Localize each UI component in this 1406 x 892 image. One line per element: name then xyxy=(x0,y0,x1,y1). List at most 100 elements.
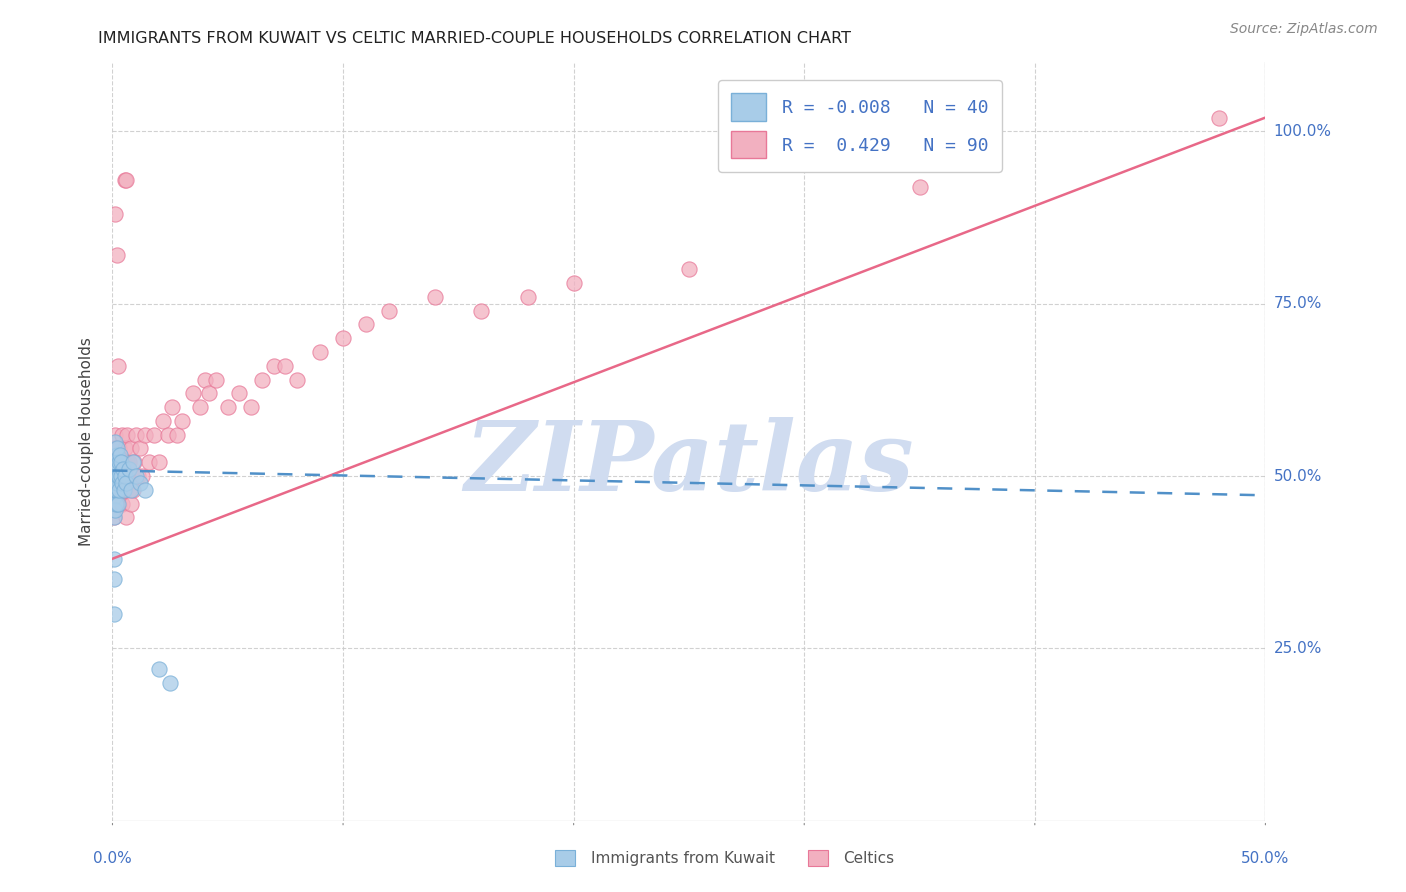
Point xyxy=(166,427,188,442)
Point xyxy=(108,448,131,462)
Point xyxy=(104,469,127,483)
Text: 50.0%: 50.0% xyxy=(1241,851,1289,866)
Point xyxy=(105,248,128,262)
Point xyxy=(111,475,134,490)
Point xyxy=(252,372,274,386)
Point xyxy=(112,483,135,497)
Point xyxy=(118,469,141,483)
Point xyxy=(111,462,134,476)
Point xyxy=(105,462,128,476)
Point xyxy=(103,510,125,524)
Point xyxy=(110,455,132,469)
Point xyxy=(117,455,139,469)
Point xyxy=(110,455,132,469)
Point xyxy=(108,455,131,469)
Point xyxy=(103,573,125,587)
Point xyxy=(104,455,127,469)
Point xyxy=(108,483,131,497)
Point xyxy=(111,497,134,511)
Point xyxy=(274,359,297,373)
Point xyxy=(108,442,131,456)
Text: 50.0%: 50.0% xyxy=(1274,468,1322,483)
Point xyxy=(516,290,538,304)
Point xyxy=(107,469,129,483)
Y-axis label: Married-couple Households: Married-couple Households xyxy=(79,337,94,546)
Point xyxy=(104,469,127,483)
Point xyxy=(162,400,184,414)
Point xyxy=(103,497,125,511)
Point xyxy=(332,331,354,345)
Point xyxy=(112,483,135,497)
Point xyxy=(104,207,127,221)
Point xyxy=(122,483,145,497)
Point xyxy=(134,483,156,497)
Point xyxy=(263,359,285,373)
Point xyxy=(122,455,145,469)
Point xyxy=(104,442,127,456)
Point xyxy=(120,483,142,497)
Text: Source: ZipAtlas.com: Source: ZipAtlas.com xyxy=(1230,22,1378,37)
Text: 100.0%: 100.0% xyxy=(1274,124,1331,139)
Point xyxy=(205,372,228,386)
Point xyxy=(107,469,129,483)
Point xyxy=(104,434,127,449)
Point xyxy=(107,497,129,511)
Point xyxy=(107,497,129,511)
Text: IMMIGRANTS FROM KUWAIT VS CELTIC MARRIED-COUPLE HOUSEHOLDS CORRELATION CHART: IMMIGRANTS FROM KUWAIT VS CELTIC MARRIED… xyxy=(98,31,852,46)
Point xyxy=(105,442,128,456)
Point xyxy=(107,359,129,373)
Point xyxy=(425,290,447,304)
Point xyxy=(103,510,125,524)
Point xyxy=(105,483,128,497)
Point xyxy=(104,455,127,469)
Point xyxy=(470,303,492,318)
Point xyxy=(115,483,138,497)
Point xyxy=(104,469,127,483)
Point xyxy=(124,469,146,483)
Point xyxy=(114,172,136,186)
Point xyxy=(198,386,221,401)
Point xyxy=(239,400,262,414)
Point xyxy=(124,455,146,469)
Point xyxy=(120,497,142,511)
Point xyxy=(156,427,179,442)
Point xyxy=(159,675,181,690)
Point xyxy=(104,483,127,497)
Point xyxy=(127,469,149,483)
Point xyxy=(170,414,193,428)
Point xyxy=(908,179,931,194)
Point xyxy=(107,469,129,483)
Point xyxy=(104,455,127,469)
Point xyxy=(194,372,217,386)
Point xyxy=(105,497,128,511)
Point xyxy=(120,442,142,456)
Point xyxy=(217,400,239,414)
Point xyxy=(108,469,131,483)
Point xyxy=(562,276,585,290)
Point xyxy=(181,386,204,401)
Text: 0.0%: 0.0% xyxy=(93,851,132,866)
Point xyxy=(378,303,401,318)
Point xyxy=(124,427,146,442)
Point xyxy=(1208,111,1230,125)
Point xyxy=(105,483,128,497)
Point xyxy=(108,455,131,469)
Point xyxy=(138,455,160,469)
Point xyxy=(354,318,377,332)
Point xyxy=(104,455,127,469)
Point xyxy=(129,475,152,490)
Point xyxy=(117,483,139,497)
Point xyxy=(188,400,211,414)
Point xyxy=(105,448,128,462)
Point xyxy=(103,442,125,456)
Text: Immigrants from Kuwait: Immigrants from Kuwait xyxy=(591,851,775,865)
Point xyxy=(148,455,170,469)
Point xyxy=(103,551,125,566)
Point xyxy=(108,455,131,469)
Point xyxy=(131,469,153,483)
Point xyxy=(110,483,132,497)
Point xyxy=(111,455,134,469)
Point xyxy=(148,662,170,676)
Point xyxy=(104,483,127,497)
Point xyxy=(114,483,136,497)
